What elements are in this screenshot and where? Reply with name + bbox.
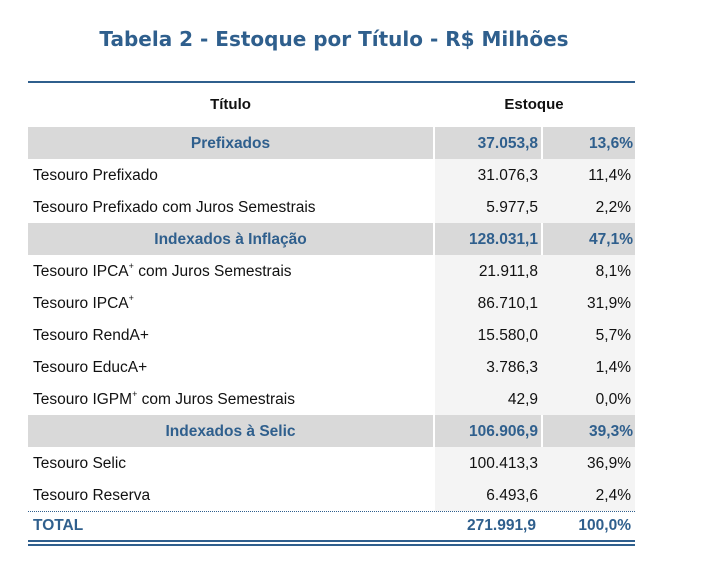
header-titulo: Título	[210, 96, 251, 113]
group-name: Prefixados	[190, 135, 271, 152]
table-title: Tabela 2 - Estoque por Título - R$ Milhõ…	[99, 27, 569, 51]
group-pct: 13,6%	[589, 135, 633, 152]
table-row: Tesouro IGPM+ com Juros Semestrais 42,9 …	[28, 383, 635, 415]
row-value: 15.580,0	[477, 327, 538, 344]
stock-table: Título Estoque Prefixados 37.053,8 13,6%…	[28, 81, 635, 546]
row-pct: 1,4%	[595, 359, 631, 376]
row-value: 3.786,3	[486, 359, 538, 376]
row-value: 86.710,1	[477, 295, 538, 312]
bottom-rule	[28, 540, 635, 546]
header-estoque: Estoque	[504, 96, 564, 113]
total-row: TOTAL 271.991,9 100,0%	[28, 512, 635, 540]
table-row: Tesouro IPCA+ 86.710,1 31,9%	[28, 287, 635, 319]
row-value: 31.076,3	[477, 167, 538, 184]
row-name: Tesouro RendA+	[33, 327, 149, 344]
group-value: 128.031,1	[469, 231, 538, 248]
group-row-inflacao: Indexados à Inflação 128.031,1 47,1%	[28, 223, 635, 255]
table-row: Tesouro Reserva 6.493,6 2,4%	[28, 479, 635, 511]
row-name: Tesouro EducA+	[33, 359, 148, 376]
group-row-prefixados: Prefixados 37.053,8 13,6%	[28, 127, 635, 159]
row-value: 21.911,8	[478, 263, 538, 280]
row-value: 42,9	[507, 391, 538, 408]
group-row-selic: Indexados à Selic 106.906,9 39,3%	[28, 415, 635, 447]
table-row: Tesouro Prefixado com Juros Semestrais 5…	[28, 191, 635, 223]
row-pct: 36,9%	[587, 455, 631, 472]
row-pct: 2,4%	[595, 487, 631, 504]
row-pct: 8,1%	[595, 263, 631, 280]
row-value: 5.977,5	[486, 199, 538, 216]
row-name: Tesouro Prefixado com Juros Semestrais	[33, 199, 316, 216]
group-name: Indexados à Inflação	[154, 231, 307, 248]
total-label: TOTAL	[33, 517, 84, 534]
row-name: Tesouro IPCA+ com Juros Semestrais	[33, 261, 292, 281]
group-pct: 39,3%	[589, 423, 633, 440]
table-header: Título Estoque	[28, 83, 635, 127]
row-value: 100.413,3	[469, 455, 538, 472]
row-pct: 31,9%	[587, 295, 631, 312]
row-name: Tesouro Selic	[33, 455, 127, 472]
table-row: Tesouro IPCA+ com Juros Semestrais 21.91…	[28, 255, 635, 287]
row-name: Tesouro Prefixado	[33, 167, 158, 184]
row-value: 6.493,6	[486, 487, 538, 504]
row-pct: 5,7%	[595, 327, 631, 344]
group-value: 106.906,9	[469, 423, 538, 440]
table-row: Tesouro Selic 100.413,3 36,9%	[28, 447, 635, 479]
top-rule	[28, 81, 635, 83]
total-value: 271.991,9	[467, 517, 536, 534]
total-pct: 100,0%	[578, 517, 631, 534]
table-row: Tesouro EducA+ 3.786,3 1,4%	[28, 351, 635, 383]
table-row: Tesouro Prefixado 31.076,3 11,4%	[28, 159, 635, 191]
total-separator	[28, 511, 635, 512]
row-name: Tesouro Reserva	[33, 487, 151, 504]
row-pct: 0,0%	[595, 391, 631, 408]
group-name: Indexados à Selic	[165, 423, 296, 440]
table-row: Tesouro RendA+ 15.580,0 5,7%	[28, 319, 635, 351]
group-value: 37.053,8	[477, 135, 538, 152]
row-name: Tesouro IPCA+	[33, 293, 134, 313]
row-name: Tesouro IGPM+ com Juros Semestrais	[33, 389, 295, 409]
row-pct: 11,4%	[588, 167, 631, 184]
row-pct: 2,2%	[595, 199, 631, 216]
group-pct: 47,1%	[589, 231, 633, 248]
